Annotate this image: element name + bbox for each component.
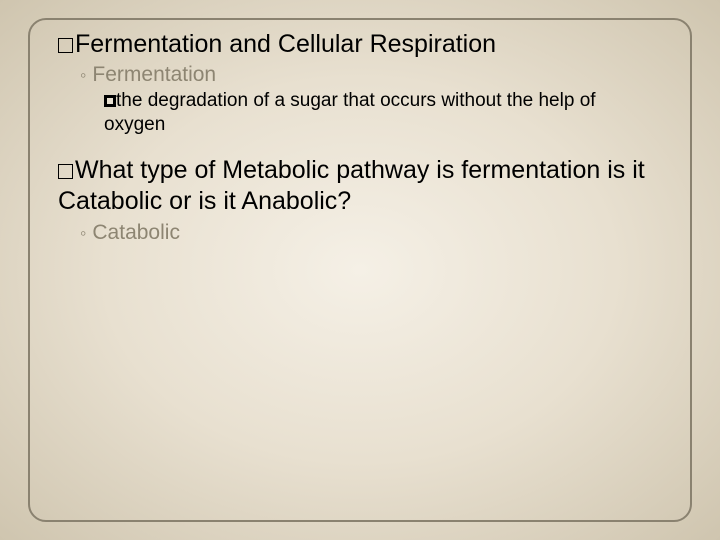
square-bullet-icon [58, 38, 73, 53]
question-line: What type of Metabolic pathway is fermen… [58, 155, 662, 218]
definition-text: the degradation of a sugar that occurs w… [104, 90, 596, 135]
small-square-icon [104, 95, 116, 107]
subheading: ◦ Fermentation [80, 63, 662, 87]
heading-main-text: Fermentation and Cellular Respiration [75, 30, 496, 58]
slide-content: Fermentation and Cellular Respiration ◦ F… [30, 20, 690, 265]
question-text: What type of Metabolic pathway is fermen… [58, 156, 645, 215]
answer-line: ◦ Catabolic [80, 221, 662, 245]
definition-line: the degradation of a sugar that occurs w… [104, 89, 662, 137]
heading-main: Fermentation and Cellular Respiration [58, 30, 662, 59]
square-bullet-icon [58, 164, 73, 179]
ring-bullet-icon: ◦ [80, 223, 86, 243]
ring-bullet-icon: ◦ [80, 65, 86, 85]
subheading-text: Fermentation [92, 63, 216, 86]
slide-frame: Fermentation and Cellular Respiration ◦ F… [28, 18, 692, 522]
answer-text: Catabolic [92, 221, 180, 244]
